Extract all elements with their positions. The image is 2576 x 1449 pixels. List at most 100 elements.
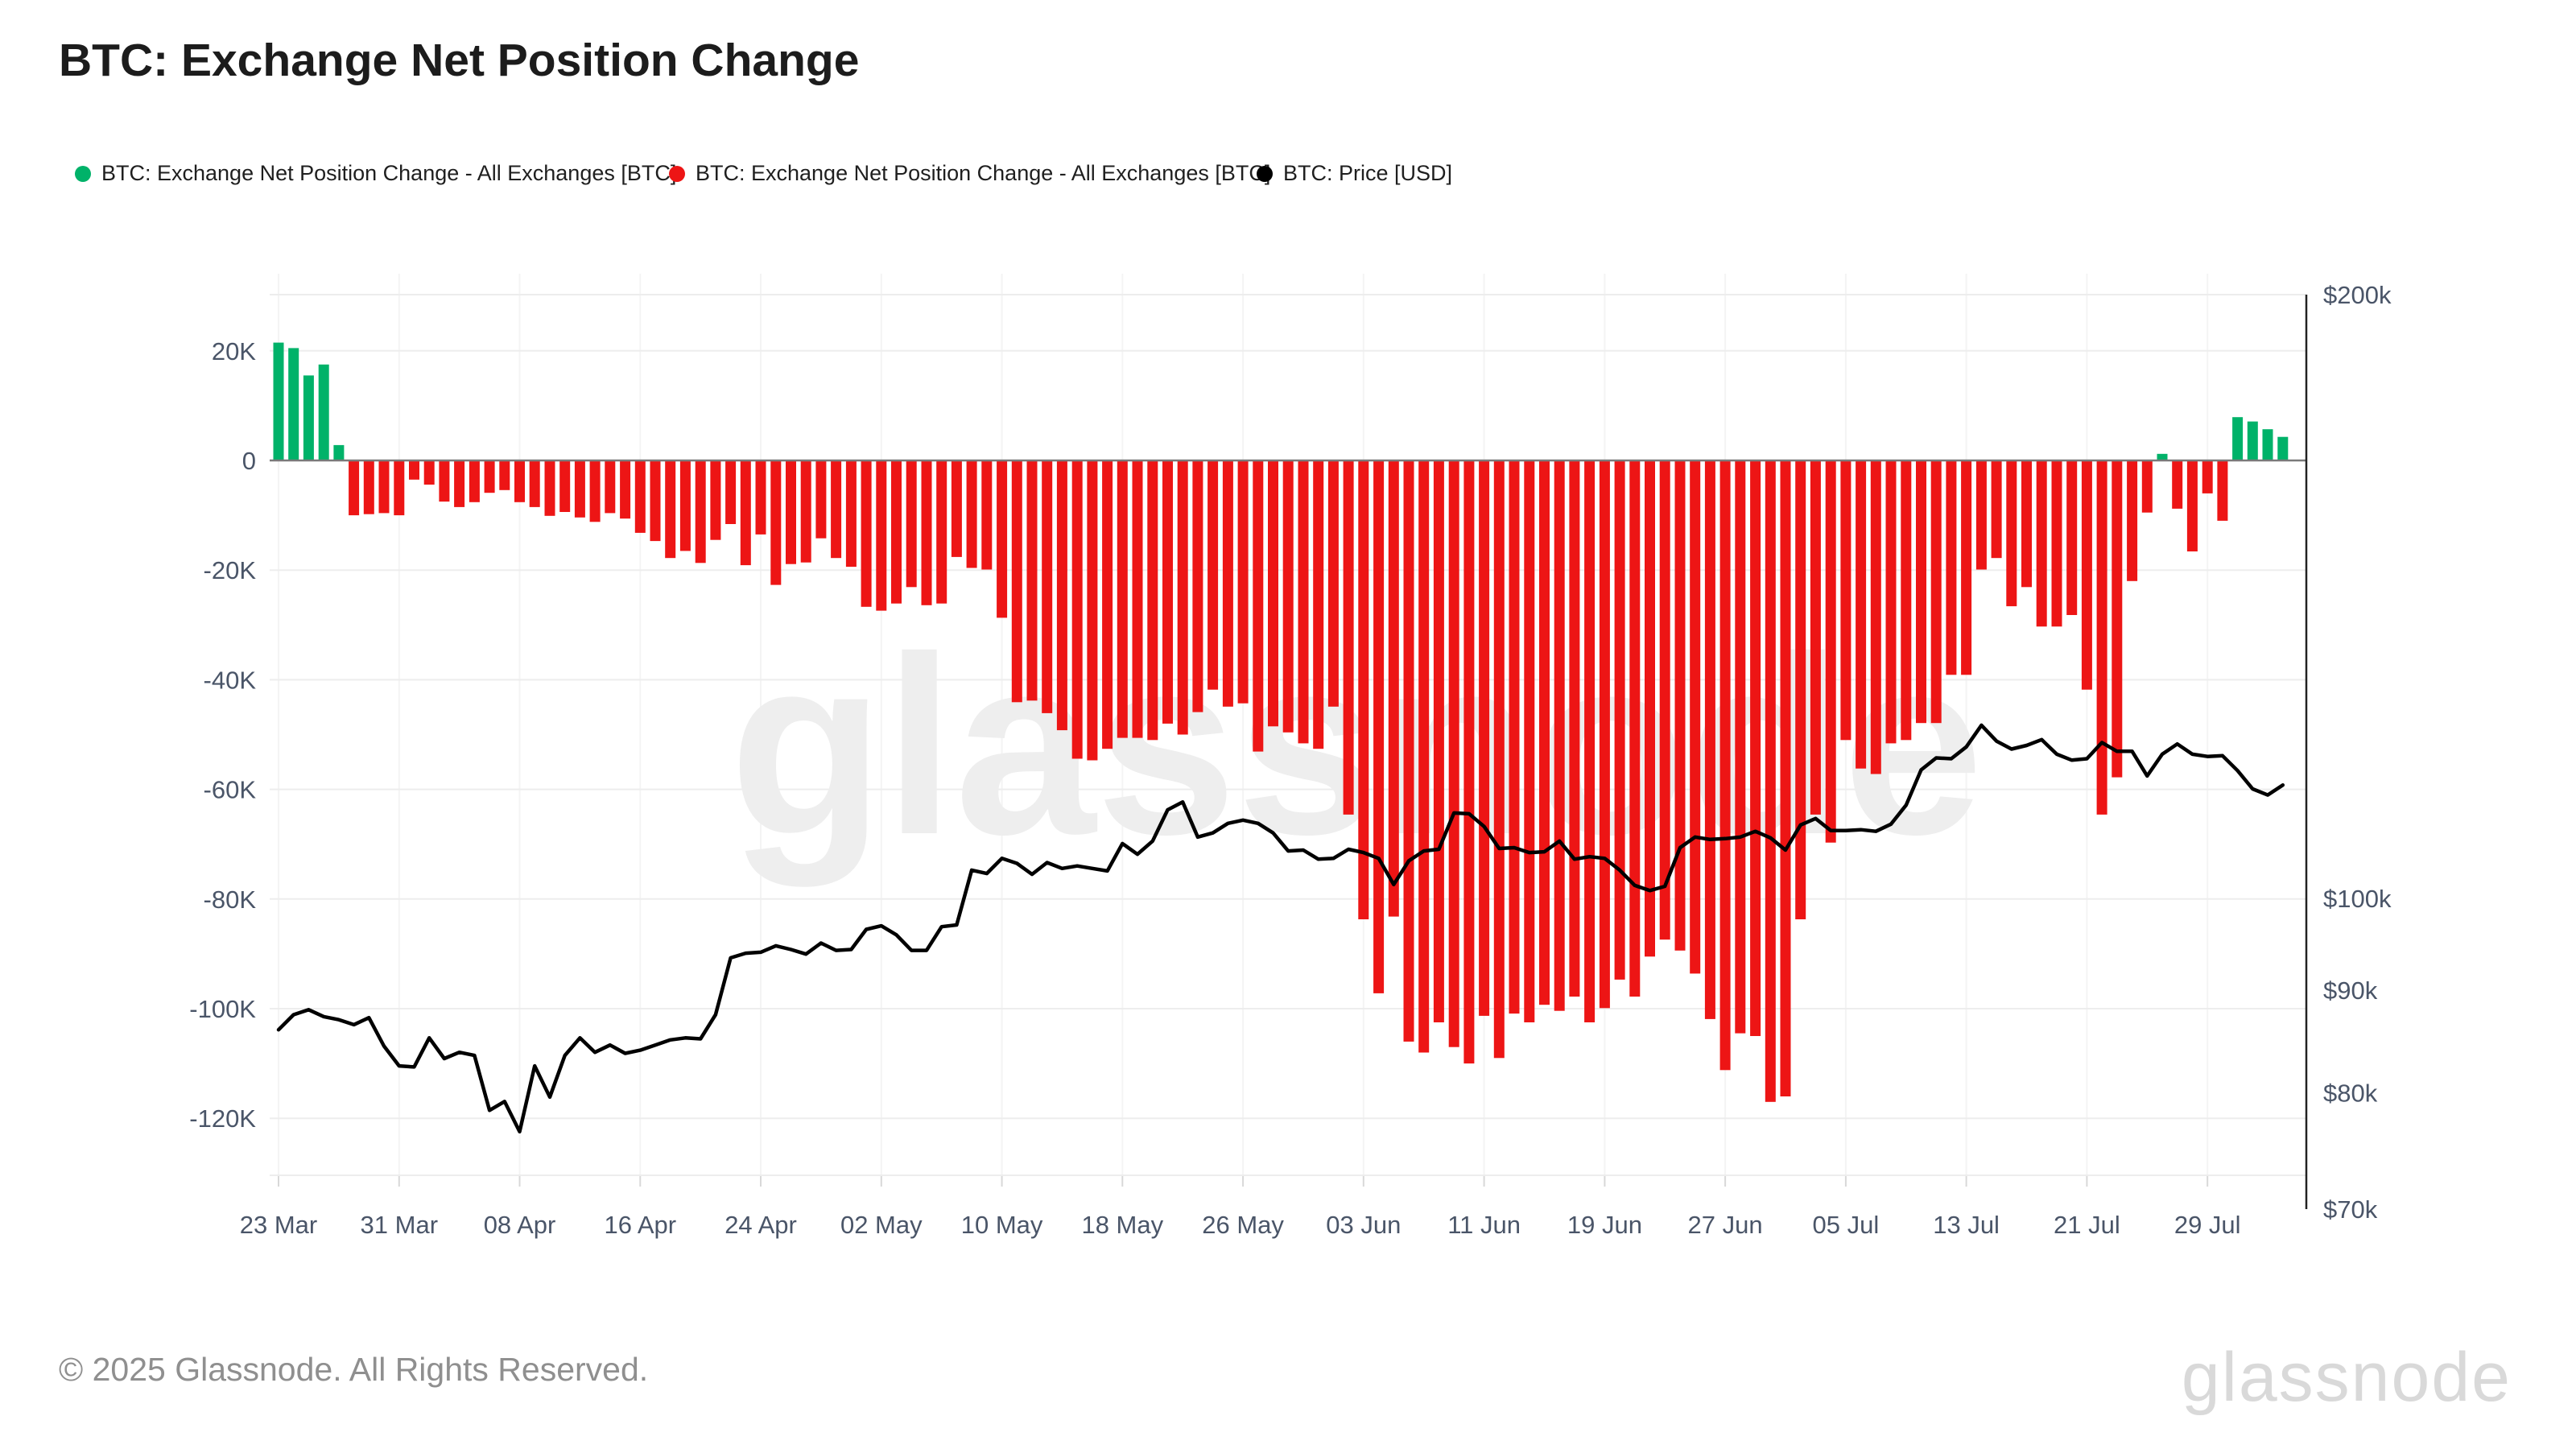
svg-text:02 May: 02 May	[840, 1211, 923, 1239]
svg-text:-80K: -80K	[204, 886, 257, 914]
bar	[695, 460, 706, 564]
bar	[1930, 460, 1942, 724]
svg-text:13 Jul: 13 Jul	[1933, 1211, 2000, 1239]
bar	[378, 460, 390, 514]
bar	[921, 460, 932, 605]
legend-item-price[interactable]: BTC: Price [USD]	[1257, 161, 1452, 186]
svg-text:18 May: 18 May	[1081, 1211, 1163, 1239]
bar	[394, 460, 405, 516]
bar	[1780, 460, 1791, 1096]
bar	[755, 460, 766, 535]
svg-text:26 May: 26 May	[1202, 1211, 1284, 1239]
svg-text:24 Apr: 24 Apr	[724, 1211, 797, 1239]
bar	[1327, 460, 1339, 707]
bar	[2247, 421, 2258, 460]
bar	[1403, 460, 1414, 1042]
bar	[1388, 460, 1399, 917]
bar	[2217, 460, 2228, 521]
bar	[1690, 460, 1701, 974]
bar	[1026, 460, 1038, 701]
net-change-bars[interactable]	[273, 342, 2289, 1102]
legend-item-net-change-positive[interactable]: BTC: Exchange Net Position Change - All …	[75, 161, 676, 186]
bar	[439, 460, 450, 502]
bar	[831, 460, 842, 559]
bar	[1704, 460, 1715, 1019]
bar	[484, 460, 495, 493]
bar	[891, 460, 902, 604]
bar	[318, 364, 329, 460]
right-axis-labels: $200k $100k $90k $80k $70k	[2323, 281, 2392, 1224]
bar	[1042, 460, 1053, 713]
svg-text:27 Jun: 27 Jun	[1688, 1211, 1763, 1239]
bar	[303, 375, 314, 460]
bar	[1659, 460, 1670, 940]
bar	[634, 460, 646, 533]
bar	[1493, 460, 1505, 1059]
bar	[2051, 460, 2062, 627]
bar	[1524, 460, 1535, 1022]
legend-label: BTC: Price [USD]	[1283, 161, 1453, 185]
svg-text:16 Apr: 16 Apr	[604, 1211, 676, 1239]
bar	[1735, 460, 1746, 1034]
left-axis-labels: 20K 0 -20K -40K -60K -80K -100K -120K	[189, 337, 256, 1133]
svg-text:11 Jun: 11 Jun	[1447, 1211, 1521, 1239]
svg-text:19 Jun: 19 Jun	[1567, 1211, 1642, 1239]
svg-text:$100k: $100k	[2323, 885, 2392, 913]
bar	[1343, 460, 1354, 815]
bar	[288, 348, 299, 460]
bar	[786, 460, 796, 564]
copyright-text: © 2025 Glassnode. All Rights Reserved.	[59, 1351, 649, 1388]
bar	[1885, 460, 1897, 744]
svg-text:20K: 20K	[212, 337, 256, 365]
bar	[1102, 460, 1113, 749]
bar	[710, 460, 721, 540]
svg-text:03 Jun: 03 Jun	[1326, 1211, 1401, 1239]
x-axis-labels: 23 Mar 31 Mar 08 Apr 16 Apr 24 Apr 02 May 10 M…	[240, 1211, 2241, 1239]
bar	[1991, 460, 2002, 559]
svg-text:23 Mar: 23 Mar	[240, 1211, 317, 1239]
bar	[1056, 460, 1067, 731]
bar	[544, 460, 555, 516]
bar	[770, 460, 782, 585]
bar	[1479, 460, 1490, 1016]
svg-text:-20K: -20K	[204, 556, 257, 584]
bar	[1569, 460, 1580, 997]
bar	[2157, 453, 2168, 460]
bar	[333, 444, 345, 460]
svg-text:$200k: $200k	[2323, 281, 2392, 309]
svg-text:-120K: -120K	[189, 1104, 256, 1133]
bar	[589, 460, 601, 522]
bar	[2141, 460, 2153, 513]
bar	[966, 460, 977, 568]
bar	[1463, 460, 1475, 1064]
bar	[1674, 460, 1686, 951]
bar	[514, 460, 525, 502]
bar	[1162, 460, 1173, 724]
bar	[1870, 460, 1881, 774]
bar	[1282, 460, 1294, 733]
bar	[1418, 460, 1430, 1053]
svg-text:$70k: $70k	[2323, 1195, 2378, 1224]
bar	[936, 460, 947, 604]
bar	[2066, 460, 2078, 615]
bar	[1177, 460, 1188, 735]
bar	[469, 460, 480, 502]
bar	[861, 460, 872, 607]
bar	[605, 460, 616, 514]
legend-item-net-change-negative[interactable]: BTC: Exchange Net Position Change - All …	[669, 161, 1270, 186]
legend-label: BTC: Exchange Net Position Change - All …	[696, 161, 1271, 185]
legend-dot-black-icon	[1257, 165, 1273, 182]
svg-text:29 Jul: 29 Jul	[2174, 1211, 2241, 1239]
bar	[1916, 460, 1926, 724]
svg-text:$90k: $90k	[2323, 976, 2378, 1005]
bar	[409, 460, 419, 480]
bar	[1433, 460, 1444, 1022]
bar	[1961, 460, 1972, 675]
bar	[906, 460, 917, 588]
bar	[876, 460, 887, 611]
bar	[2021, 460, 2032, 588]
price-line[interactable]	[276, 723, 2285, 1134]
bar	[1946, 460, 1957, 675]
